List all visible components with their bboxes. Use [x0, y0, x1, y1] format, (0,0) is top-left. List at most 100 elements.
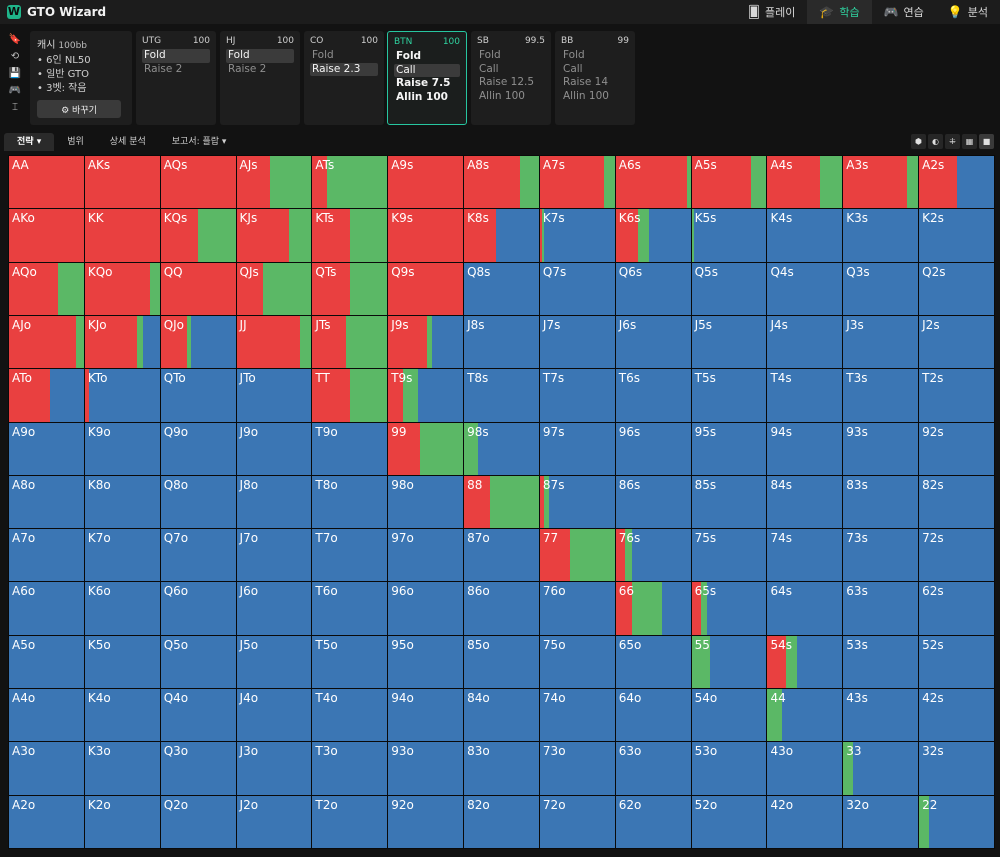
hand-cell-a2s[interactable]: A2s	[919, 156, 994, 209]
hand-cell-a3o[interactable]: A3o	[9, 742, 84, 795]
hand-cell-q5s[interactable]: Q5s	[691, 262, 767, 315]
hand-cell-97o[interactable]: 97o	[388, 529, 464, 582]
hand-cell-a4s[interactable]: A4s	[767, 156, 843, 209]
hand-cell-82s[interactable]: 82s	[919, 475, 994, 529]
hand-cell-a9s[interactable]: A9s	[388, 156, 464, 209]
contrast-icon[interactable]: ◐	[928, 134, 943, 149]
hand-cell-62s[interactable]: 62s	[919, 582, 994, 635]
subtab[interactable]: 보고서: 플랍 ▾	[171, 137, 227, 147]
hand-cell-96s[interactable]: 96s	[615, 422, 691, 475]
hand-cell-66[interactable]: 66	[615, 582, 691, 635]
hand-cell-k9o[interactable]: K9o	[84, 422, 160, 475]
hand-cell-t2s[interactable]: T2s	[919, 369, 994, 422]
hand-cell-qq[interactable]: QQ	[160, 262, 236, 315]
hand-cell-55[interactable]: 55	[691, 635, 767, 689]
hand-cell-t8o[interactable]: T8o	[312, 475, 388, 529]
hand-cell-j2o[interactable]: J2o	[236, 795, 312, 848]
position-card-hj[interactable]: HJ 100 Fold Raise 2	[220, 31, 300, 125]
hand-cell-q3o[interactable]: Q3o	[160, 742, 236, 795]
hand-cell-j7o[interactable]: J7o	[236, 529, 312, 582]
subtab[interactable]: 상세 분석	[109, 137, 146, 147]
hand-cell-98s[interactable]: 98s	[464, 422, 539, 475]
hand-cell-73s[interactable]: 73s	[843, 529, 919, 582]
reset-icon[interactable]: ⟲	[10, 51, 20, 62]
hand-cell-t9s[interactable]: T9s	[388, 369, 464, 422]
hand-cell-65o[interactable]: 65o	[615, 635, 691, 689]
hand-cell-k8o[interactable]: K8o	[84, 475, 160, 529]
hand-cell-q6o[interactable]: Q6o	[160, 582, 236, 635]
hand-cell-88[interactable]: 88	[464, 475, 539, 529]
action-option[interactable]: Fold	[479, 49, 501, 61]
hand-cell-43s[interactable]: 43s	[843, 689, 919, 742]
collapse-icon[interactable]: ⁜	[945, 134, 960, 149]
nav-tab[interactable]: 💡 분석	[936, 0, 1000, 24]
hand-cell-q2o[interactable]: Q2o	[160, 795, 236, 848]
hand-cell-95o[interactable]: 95o	[388, 635, 464, 689]
hand-cell-t2o[interactable]: T2o	[312, 795, 388, 848]
hand-cell-53s[interactable]: 53s	[843, 635, 919, 689]
hand-cell-86s[interactable]: 86s	[615, 475, 691, 529]
hand-cell-kk[interactable]: KK	[84, 209, 160, 262]
change-settings-button[interactable]: ⚙ 바꾸기	[37, 100, 121, 118]
hand-cell-t7o[interactable]: T7o	[312, 529, 388, 582]
hand-cell-92o[interactable]: 92o	[388, 795, 464, 848]
hand-cell-k4s[interactable]: K4s	[767, 209, 843, 262]
subtab[interactable]: 전략 ▾	[4, 133, 55, 151]
hand-cell-33[interactable]: 33	[843, 742, 919, 795]
hand-cell-aqo[interactable]: AQo	[9, 262, 84, 315]
action-option[interactable]: Raise 2.3	[310, 62, 378, 76]
action-option[interactable]: Raise 2	[228, 62, 267, 75]
action-option[interactable]: Raise 12.5	[479, 76, 535, 88]
hand-cell-ajo[interactable]: AJo	[9, 315, 84, 369]
hand-cell-t8s[interactable]: T8s	[464, 369, 539, 422]
hand-cell-ato[interactable]: ATo	[9, 369, 84, 422]
action-option[interactable]: Fold	[312, 49, 334, 61]
hand-cell-a8s[interactable]: A8s	[464, 156, 539, 209]
action-option[interactable]: Fold	[563, 49, 585, 61]
hand-cell-52o[interactable]: 52o	[691, 795, 767, 848]
hand-cell-q4o[interactable]: Q4o	[160, 689, 236, 742]
hand-cell-32s[interactable]: 32s	[919, 742, 994, 795]
action-option[interactable]: Call	[394, 63, 460, 77]
position-card-sb[interactable]: SB 99.5 Fold Call Raise 12.5 Allin 100	[471, 31, 551, 125]
hand-cell-a8o[interactable]: A8o	[9, 475, 84, 529]
action-option[interactable]: Allin 100	[479, 89, 525, 102]
hand-cell-52s[interactable]: 52s	[919, 635, 994, 689]
hand-cell-83s[interactable]: 83s	[843, 475, 919, 529]
hand-cell-42s[interactable]: 42s	[919, 689, 994, 742]
hand-cell-95s[interactable]: 95s	[691, 422, 767, 475]
hand-cell-q9o[interactable]: Q9o	[160, 422, 236, 475]
hand-cell-a9o[interactable]: A9o	[9, 422, 84, 475]
hand-cell-qts[interactable]: QTs	[312, 262, 388, 315]
hand-cell-72o[interactable]: 72o	[539, 795, 615, 848]
cube-view-icon[interactable]: ⬢	[911, 134, 926, 149]
hand-cell-k2s[interactable]: K2s	[919, 209, 994, 262]
hand-cell-j9o[interactable]: J9o	[236, 422, 312, 475]
square-view-icon[interactable]: ■	[979, 134, 994, 149]
hand-cell-j8o[interactable]: J8o	[236, 475, 312, 529]
hand-cell-65s[interactable]: 65s	[691, 582, 767, 635]
hand-cell-84s[interactable]: 84s	[767, 475, 843, 529]
hand-cell-k6o[interactable]: K6o	[84, 582, 160, 635]
hand-cell-a2o[interactable]: A2o	[9, 795, 84, 848]
hand-cell-53o[interactable]: 53o	[691, 742, 767, 795]
hand-cell-t3s[interactable]: T3s	[843, 369, 919, 422]
hand-cell-97s[interactable]: 97s	[539, 422, 615, 475]
gamepad-icon[interactable]: 🎮	[8, 85, 22, 96]
hand-cell-j6s[interactable]: J6s	[615, 315, 691, 369]
hand-cell-kqs[interactable]: KQs	[160, 209, 236, 262]
hand-cell-63o[interactable]: 63o	[615, 742, 691, 795]
hand-cell-q8o[interactable]: Q8o	[160, 475, 236, 529]
hand-cell-a6s[interactable]: A6s	[615, 156, 691, 209]
hand-cell-k5s[interactable]: K5s	[691, 209, 767, 262]
hand-cell-qjs[interactable]: QJs	[236, 262, 312, 315]
hand-cell-t4s[interactable]: T4s	[767, 369, 843, 422]
hand-cell-42o[interactable]: 42o	[767, 795, 843, 848]
hand-cell-93o[interactable]: 93o	[388, 742, 464, 795]
hand-cell-64s[interactable]: 64s	[767, 582, 843, 635]
hand-cell-k3o[interactable]: K3o	[84, 742, 160, 795]
hand-cell-73o[interactable]: 73o	[539, 742, 615, 795]
hand-cell-qjo[interactable]: QJo	[160, 315, 236, 369]
hand-cell-64o[interactable]: 64o	[615, 689, 691, 742]
hand-cell-jto[interactable]: JTo	[236, 369, 312, 422]
